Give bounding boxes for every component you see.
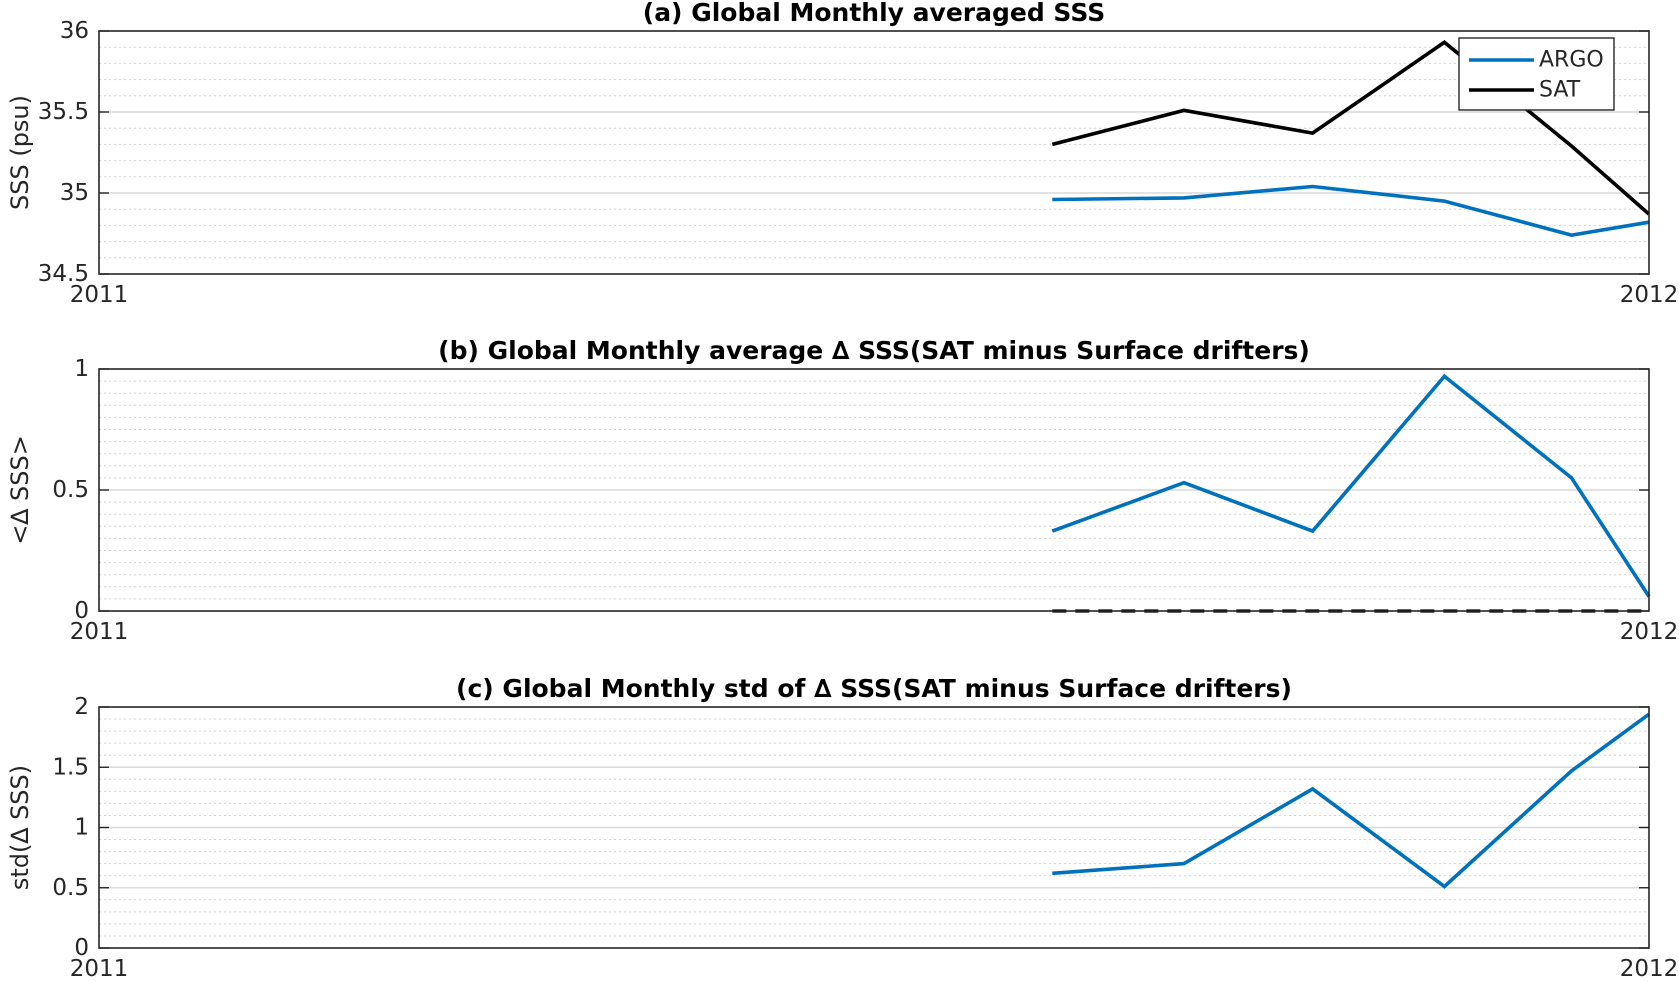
x-tick-label: 2011	[70, 282, 129, 308]
legend-box	[1458, 37, 1615, 111]
y-tick-label: 0	[74, 598, 89, 624]
legend-label-argo: ARGO	[1539, 48, 1604, 73]
series-line-1	[1052, 712, 1651, 889]
x-tick-label: 2011	[70, 956, 129, 982]
y-tick-label: 36	[60, 18, 89, 44]
plot-area	[99, 31, 1649, 274]
chart-panel-2: 0 0.5 1 2011 2012 (b) Global Monthly average …	[6, 336, 1678, 645]
x-tick-label: 2012	[1620, 282, 1679, 308]
x-tick-label: 2012	[1620, 619, 1679, 645]
legend-label-sat: SAT	[1539, 78, 1581, 103]
y-tick-label: 2	[74, 694, 89, 720]
y-tick-label: 1.5	[52, 754, 89, 780]
y-tick-label: 0.5	[52, 875, 89, 901]
chart-panel-1: 34.5 35 35.5 36 2011 2012 (a) Global Monthly a…	[6, 0, 1678, 308]
y-axis-label: std(∆ SSS)	[6, 765, 34, 890]
legend: ARGO SAT	[1458, 37, 1615, 111]
chart-title: (a) Global Monthly averaged SSS	[643, 0, 1105, 27]
series-line-argo	[1052, 184, 1650, 237]
y-tick-label: 35	[60, 180, 89, 206]
chart-title: (b) Global Monthly average ∆ SSS(SAT min…	[438, 336, 1310, 365]
y-tick-label: 1	[74, 356, 89, 382]
y-tick-label: 1	[74, 815, 89, 841]
series-line-1	[1051, 373, 1651, 598]
y-tick-label: 34.5	[38, 261, 89, 287]
y-tick-label: 0.5	[52, 477, 89, 503]
axes-frame	[98, 30, 1650, 275]
axes-frame	[98, 368, 1650, 612]
chart-panel-3: 0 0.5 1 1.5 2 2011 2012 (c) Global Monthly std …	[6, 674, 1678, 982]
axes-frame	[98, 706, 1650, 949]
x-tick-label: 2012	[1620, 956, 1679, 982]
y-axis-label: SSS (psu)	[6, 95, 34, 210]
y-tick-label: 35.5	[38, 99, 89, 125]
y-axis-label: <∆ SSS>	[6, 435, 34, 545]
y-tick-label: 0	[74, 935, 89, 961]
chart-title: (c) Global Monthly std of ∆ SSS(SAT minu…	[456, 674, 1292, 703]
series-line-sat	[1051, 40, 1651, 216]
x-tick-label: 2011	[70, 619, 129, 645]
